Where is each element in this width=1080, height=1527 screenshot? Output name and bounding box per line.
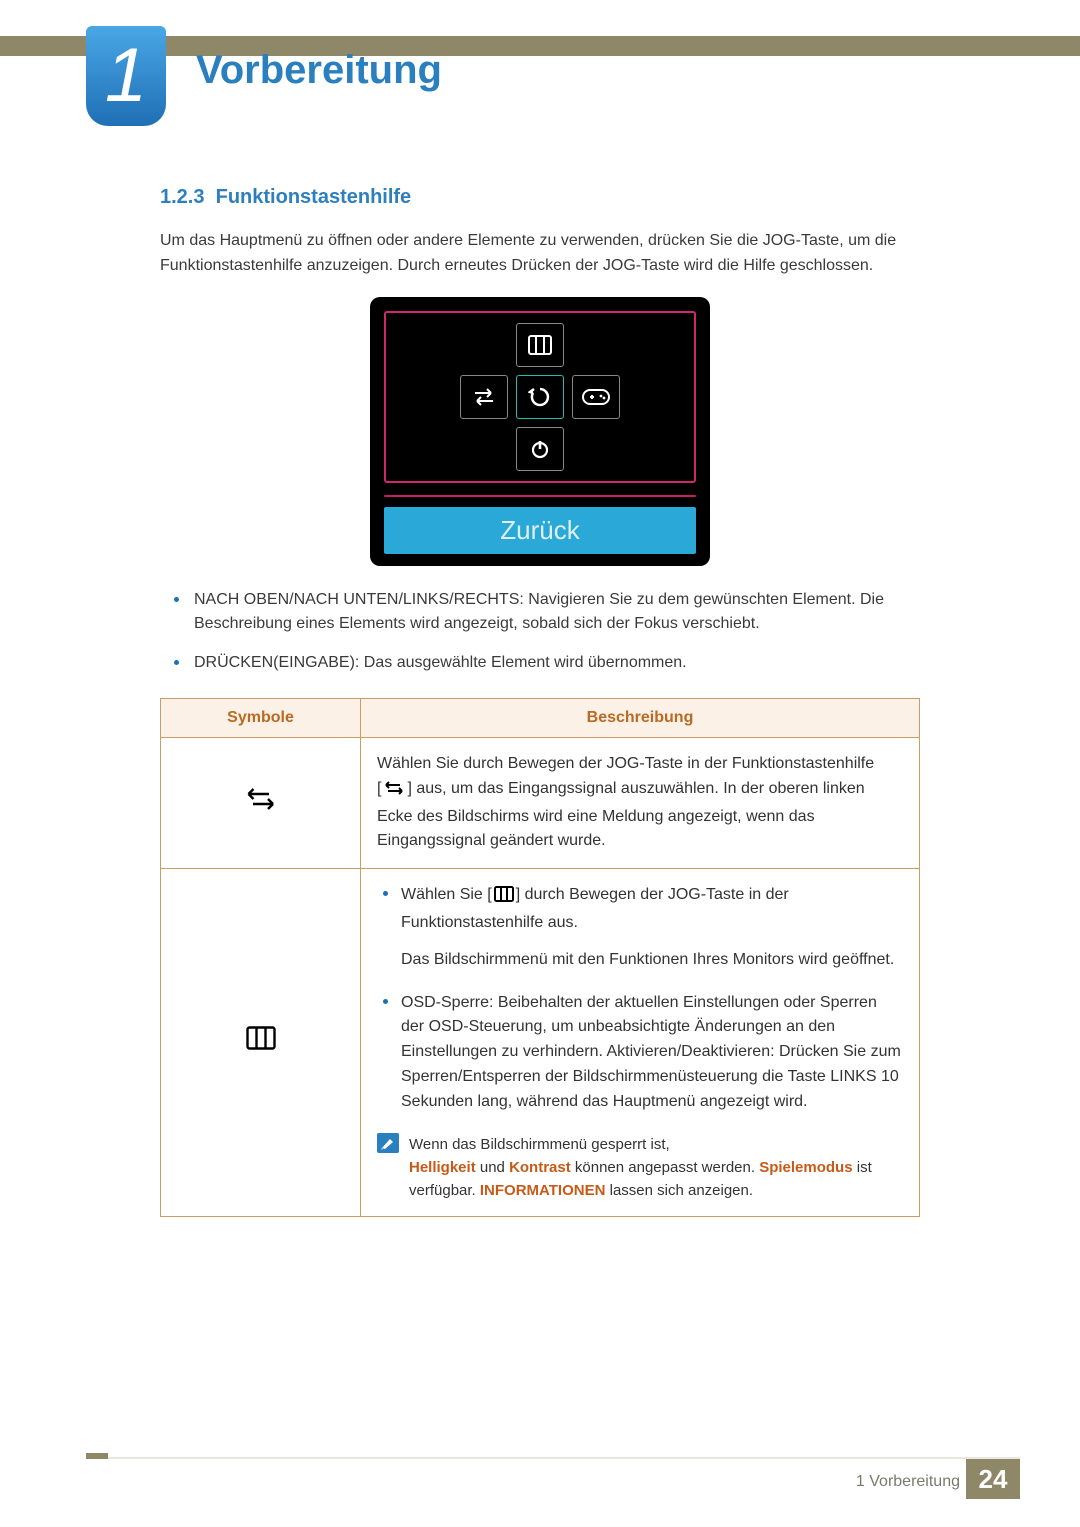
text: Das Bildschirmmenü mit den Funktionen Ih… xyxy=(401,951,894,968)
osd-left-source-icon xyxy=(460,375,508,419)
text: Wählen Sie durch Bewegen der JOG-Taste i… xyxy=(377,755,874,772)
table-row: Wählen Sie [] durch Bewegen der JOG-Tast… xyxy=(161,869,920,1217)
menu-grid-icon xyxy=(246,1026,276,1050)
note-line: Helligkeit und Kontrast können angepasst… xyxy=(409,1156,903,1203)
hl: Helligkeit xyxy=(409,1159,476,1176)
osd-up-menu-icon xyxy=(516,323,564,367)
table-head-description: Beschreibung xyxy=(361,698,920,737)
note-block: Wenn das Bildschirmmenü gesperrt ist, He… xyxy=(377,1133,903,1203)
desc-cell-source: Wählen Sie durch Bewegen der JOG-Taste i… xyxy=(361,737,920,868)
hl: Spielemodus xyxy=(759,1159,852,1176)
osd-back-button: Zurück xyxy=(384,507,696,554)
table-row: Wählen Sie durch Bewegen der JOG-Taste i… xyxy=(161,737,920,868)
osd-figure: Zurück xyxy=(160,297,920,566)
text: ] aus, um das Eingangssignal auszuwählen… xyxy=(377,780,865,850)
source-swap-icon xyxy=(244,786,278,812)
osd-right-game-icon xyxy=(572,375,620,419)
source-swap-icon xyxy=(383,780,405,805)
list-item: DRÜCKEN(EINGABE): Das ausgewählte Elemen… xyxy=(160,651,920,676)
section-number: 1.2.3 xyxy=(160,186,204,208)
intro-paragraph: Um das Hauptmenü zu öffnen oder andere E… xyxy=(160,229,920,279)
symbol-cell-source xyxy=(161,737,361,868)
text: Wählen Sie [ xyxy=(401,886,492,903)
list-item: NACH OBEN/NACH UNTEN/LINKS/RECHTS: Navig… xyxy=(160,588,920,638)
text: können angepasst werden. xyxy=(571,1159,759,1176)
hl: INFORMATIONEN xyxy=(480,1182,606,1199)
section-heading: 1.2.3 Funktionstastenhilfe xyxy=(160,186,920,209)
note-lead: Wenn das Bildschirmmenü gesperrt ist, xyxy=(409,1133,903,1156)
list-item: Wählen Sie [] durch Bewegen der JOG-Tast… xyxy=(377,883,903,972)
menu-grid-icon xyxy=(494,886,514,911)
osd-center-return-icon xyxy=(516,375,564,419)
symbols-table: Symbole Beschreibung Wählen Sie durch Be… xyxy=(160,698,920,1217)
section-title: Funktionstastenhilfe xyxy=(216,186,412,208)
nav-instruction-list: NACH OBEN/NACH UNTEN/LINKS/RECHTS: Navig… xyxy=(160,588,920,676)
desc-cell-menu: Wählen Sie [] durch Bewegen der JOG-Tast… xyxy=(361,869,920,1217)
note-icon xyxy=(377,1133,399,1153)
chapter-title: Vorbereitung xyxy=(196,48,442,93)
osd-down-power-icon xyxy=(516,427,564,471)
symbol-cell-menu xyxy=(161,869,361,1217)
text: und xyxy=(476,1159,509,1176)
chapter-badge: 1 xyxy=(86,26,166,126)
footer: 1 Vorbereitung 24 xyxy=(0,1459,1080,1499)
chapter-number: 1 xyxy=(105,38,147,114)
content-area: 1.2.3 Funktionstastenhilfe Um das Hauptm… xyxy=(160,186,920,1217)
page-number: 24 xyxy=(966,1459,1020,1499)
hl: Kontrast xyxy=(509,1159,571,1176)
footer-label: 1 Vorbereitung xyxy=(856,1473,960,1491)
table-head-symbols: Symbole xyxy=(161,698,361,737)
list-item: OSD-Sperre: Beibehalten der aktuellen Ei… xyxy=(377,991,903,1115)
text: lassen sich anzeigen. xyxy=(605,1182,753,1199)
text: [ xyxy=(377,780,381,797)
